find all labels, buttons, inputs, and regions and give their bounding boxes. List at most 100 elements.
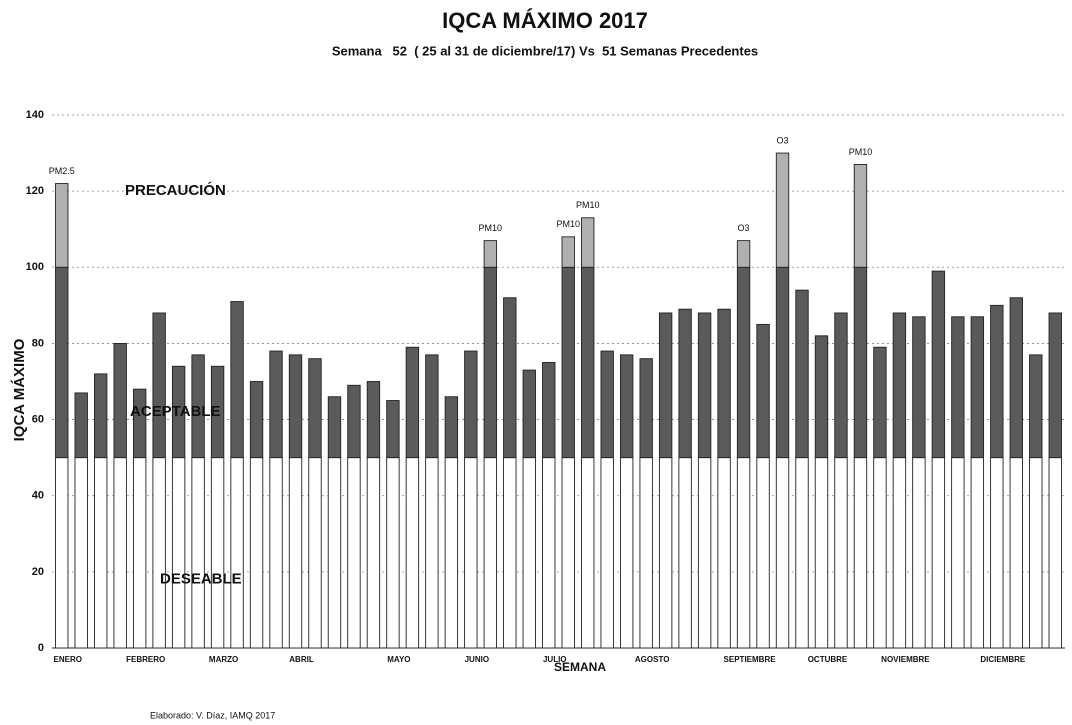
bar-segment [55, 457, 69, 649]
bar-label: PM10 [556, 219, 580, 229]
bar-segment [94, 373, 108, 459]
bar-segment [619, 457, 634, 649]
bar-segment [658, 312, 673, 459]
bar-segment [853, 457, 868, 649]
bar-segment [736, 240, 751, 268]
bar-segment [483, 457, 498, 649]
bar-segment [736, 266, 751, 459]
x-tick-label: JULIO [543, 655, 567, 664]
bar-segment [191, 457, 205, 649]
bar-segment [444, 457, 459, 649]
bar-segment [288, 354, 303, 459]
bar-segment [951, 457, 965, 649]
bar-segment [74, 457, 88, 649]
bar-segment [249, 381, 264, 459]
bar-segment [853, 266, 868, 459]
bar-segment [366, 457, 381, 649]
x-tick-label: NOVIEMBRE [881, 655, 930, 664]
bar-segment [1048, 312, 1062, 459]
bar-segment [386, 400, 400, 459]
bar-segment [931, 457, 946, 649]
bar-segment [970, 316, 985, 459]
bar-segment [795, 457, 809, 649]
bar-segment [990, 457, 1004, 649]
bar-segment [542, 457, 556, 649]
bar-segment [561, 457, 575, 649]
bar-segment [814, 335, 829, 459]
bar-segment [366, 381, 381, 459]
x-tick-label: MAYO [387, 655, 410, 664]
bar-segment [55, 266, 69, 459]
bar-segment [503, 297, 517, 459]
bar-segment [775, 266, 790, 459]
bar-label: PM10 [479, 223, 503, 233]
bar-segment [152, 457, 166, 649]
zone-label: ACEPTABLE [130, 403, 221, 420]
bar-segment [249, 457, 264, 649]
bar-segment [113, 342, 127, 459]
bar-segment [503, 457, 517, 649]
bar-segment [697, 312, 712, 459]
bar-segment [561, 266, 575, 459]
x-tick-label: FEBRERO [126, 655, 165, 664]
bar-segment [94, 457, 108, 649]
bar-segment [542, 362, 556, 459]
bar-segment [717, 308, 731, 459]
bar-segment [113, 457, 127, 649]
bar-segment [581, 457, 595, 649]
bar-segment [1048, 457, 1062, 649]
bar-segment [990, 304, 1004, 459]
bar-segment [347, 457, 361, 649]
bar-segment [600, 457, 614, 649]
x-axis-label: SEMANA [554, 660, 606, 674]
y-tick-label: 40 [32, 490, 44, 502]
x-tick-label: ABRIL [289, 655, 314, 664]
bar-segment [970, 457, 985, 649]
bar-segment [210, 365, 225, 459]
bar-segment [600, 350, 614, 459]
bar-segment [775, 457, 790, 649]
bar-label: O3 [738, 223, 750, 233]
bar-segment [1009, 457, 1023, 649]
bar-segment [658, 457, 673, 649]
bar-segment [327, 396, 342, 459]
footer: Elaborado: V. Díaz, IAMQ 2017 [150, 710, 275, 720]
bar-segment [522, 369, 536, 459]
chart-subtitle: Semana 52 ( 25 al 31 de diciembre/17) Vs… [332, 43, 758, 58]
y-tick-label: 100 [26, 261, 44, 273]
bar-segment [171, 457, 186, 649]
bar-segment [581, 266, 595, 459]
bar-segment [1029, 457, 1043, 649]
bar-segment [853, 164, 868, 268]
bar-segment [931, 270, 946, 459]
x-tick-label: JUNIO [465, 655, 489, 664]
chart-title: IQCA MÁXIMO 2017 [442, 8, 648, 33]
x-tick-label: OCTUBRE [808, 655, 848, 664]
bar-segment [230, 301, 244, 459]
bar-segment [464, 457, 478, 649]
bar-segment [814, 457, 829, 649]
bar-segment [892, 312, 907, 459]
bar-segment [639, 457, 653, 649]
bar-label: PM10 [576, 200, 600, 210]
bar-segment [1029, 354, 1043, 459]
x-tick-label: MARZO [209, 655, 238, 664]
bar-segment [873, 457, 887, 649]
bar-segment [327, 457, 342, 649]
bar-segment [132, 388, 147, 459]
y-tick-label: 80 [32, 337, 44, 349]
bar-segment [191, 354, 205, 459]
zone-label: DESEABLE [160, 570, 242, 587]
y-tick-label: 120 [26, 185, 44, 197]
bar-segment [308, 457, 322, 649]
bar-segment [639, 358, 653, 459]
bar-segment [873, 346, 887, 459]
bar-segment [892, 457, 907, 649]
y-axis-label: IQCA MÁXIMO [11, 338, 28, 441]
bar-segment [132, 457, 147, 649]
bar-segment [834, 312, 848, 459]
x-tick-label: DICIEMBRE [980, 655, 1026, 664]
bar-segment [444, 396, 459, 459]
y-tick-label: 0 [38, 642, 44, 654]
